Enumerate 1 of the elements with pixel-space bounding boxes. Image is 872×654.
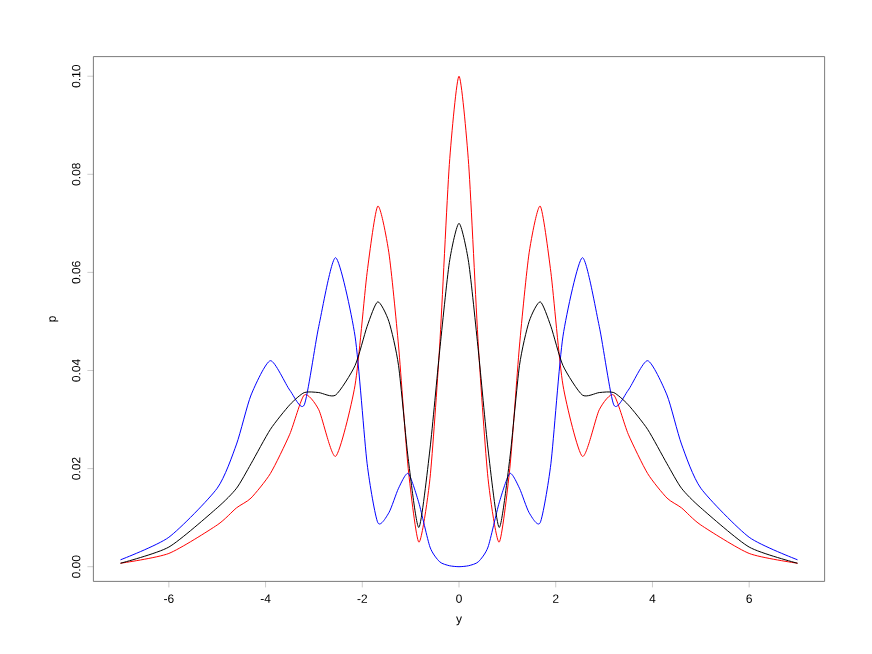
line-series (119, 75, 799, 564)
